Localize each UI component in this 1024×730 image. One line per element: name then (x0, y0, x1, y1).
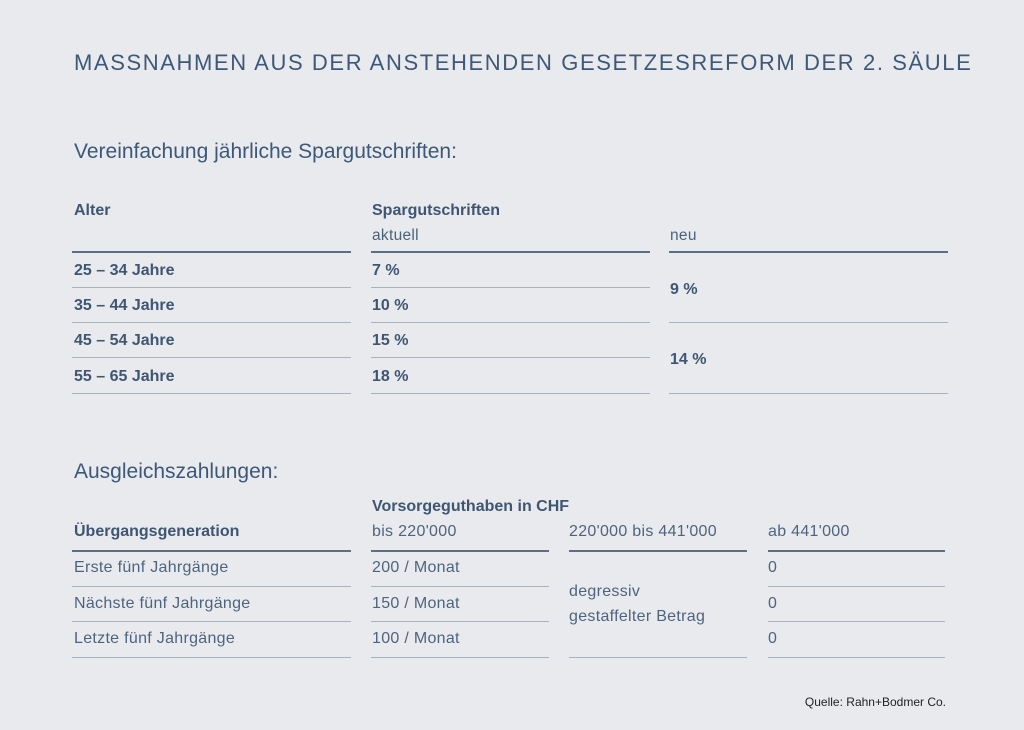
band2-text-line1: degressiv (569, 583, 641, 600)
row-rule (72, 322, 351, 323)
source-note: Quelle: Rahn+Bodmer Co. (804, 695, 946, 709)
table-row-band1: 200 / Monat (372, 559, 460, 576)
row-rule (371, 393, 650, 394)
row-rule (768, 621, 945, 622)
column-header-assets: Vorsorgeguthaben in CHF (372, 498, 570, 515)
header-rule (72, 251, 351, 253)
header-rule (669, 251, 948, 253)
table-row-current: 15 % (372, 332, 409, 349)
header-rule (371, 550, 549, 552)
column-header-generation: Übergangsgeneration (74, 523, 240, 540)
column-subheader-current: aktuell (372, 227, 419, 244)
row-rule (371, 322, 650, 323)
row-rule (669, 393, 948, 394)
band2-text-line2: gestaffelter Betrag (569, 608, 706, 625)
header-rule (72, 550, 351, 552)
column-subheader-new: neu (670, 227, 697, 244)
page-title: MASSNAHMEN AUS DER ANSTEHENDEN GESETZESR… (74, 50, 973, 75)
table-row-band3: 0 (768, 595, 778, 612)
table-row-generation: Letzte fünf Jahrgänge (74, 630, 236, 647)
column-header-band2: 220'000 bis 441'000 (569, 523, 717, 540)
new-value-older: 14 % (670, 351, 707, 368)
table-row-band1: 150 / Monat (372, 595, 460, 612)
table-row-generation: Erste fünf Jahrgänge (74, 559, 229, 576)
row-rule (72, 287, 351, 288)
column-header-band1: bis 220'000 (372, 523, 457, 540)
row-rule (72, 657, 351, 658)
table-row-current: 10 % (372, 297, 409, 314)
row-rule (72, 357, 351, 358)
table-row-band3: 0 (768, 630, 778, 647)
column-header-age: Alter (74, 202, 111, 219)
row-rule (371, 287, 650, 288)
row-rule (72, 586, 351, 587)
table-row-current: 18 % (372, 368, 409, 385)
table-row-band1: 100 / Monat (372, 630, 460, 647)
column-header-band3: ab 441'000 (768, 523, 850, 540)
table-row-age: 25 – 34 Jahre (74, 262, 175, 279)
table-row-age: 45 – 54 Jahre (74, 332, 175, 349)
section-heading-compensation: Ausgleichszahlungen: (74, 460, 279, 483)
table-row-current: 7 % (372, 262, 400, 279)
row-rule (569, 657, 747, 658)
table-row-age: 35 – 44 Jahre (74, 297, 175, 314)
new-value-younger: 9 % (670, 281, 698, 298)
header-rule (569, 550, 747, 552)
header-rule (371, 251, 650, 253)
row-rule (371, 357, 650, 358)
row-rule (72, 393, 351, 394)
row-rule (371, 586, 549, 587)
header-rule (768, 550, 945, 552)
row-rule (371, 657, 549, 658)
row-rule (371, 621, 549, 622)
row-rule (72, 621, 351, 622)
section-heading-savings-credits: Vereinfachung jährliche Spargutschriften… (74, 140, 457, 163)
row-rule (768, 586, 945, 587)
row-rule (768, 657, 945, 658)
table-row-generation: Nächste fünf Jahrgänge (74, 595, 251, 612)
row-rule (669, 322, 948, 323)
table-row-band3: 0 (768, 559, 778, 576)
column-header-savings-credits: Spargutschriften (372, 202, 501, 219)
table-row-age: 55 – 65 Jahre (74, 368, 175, 385)
